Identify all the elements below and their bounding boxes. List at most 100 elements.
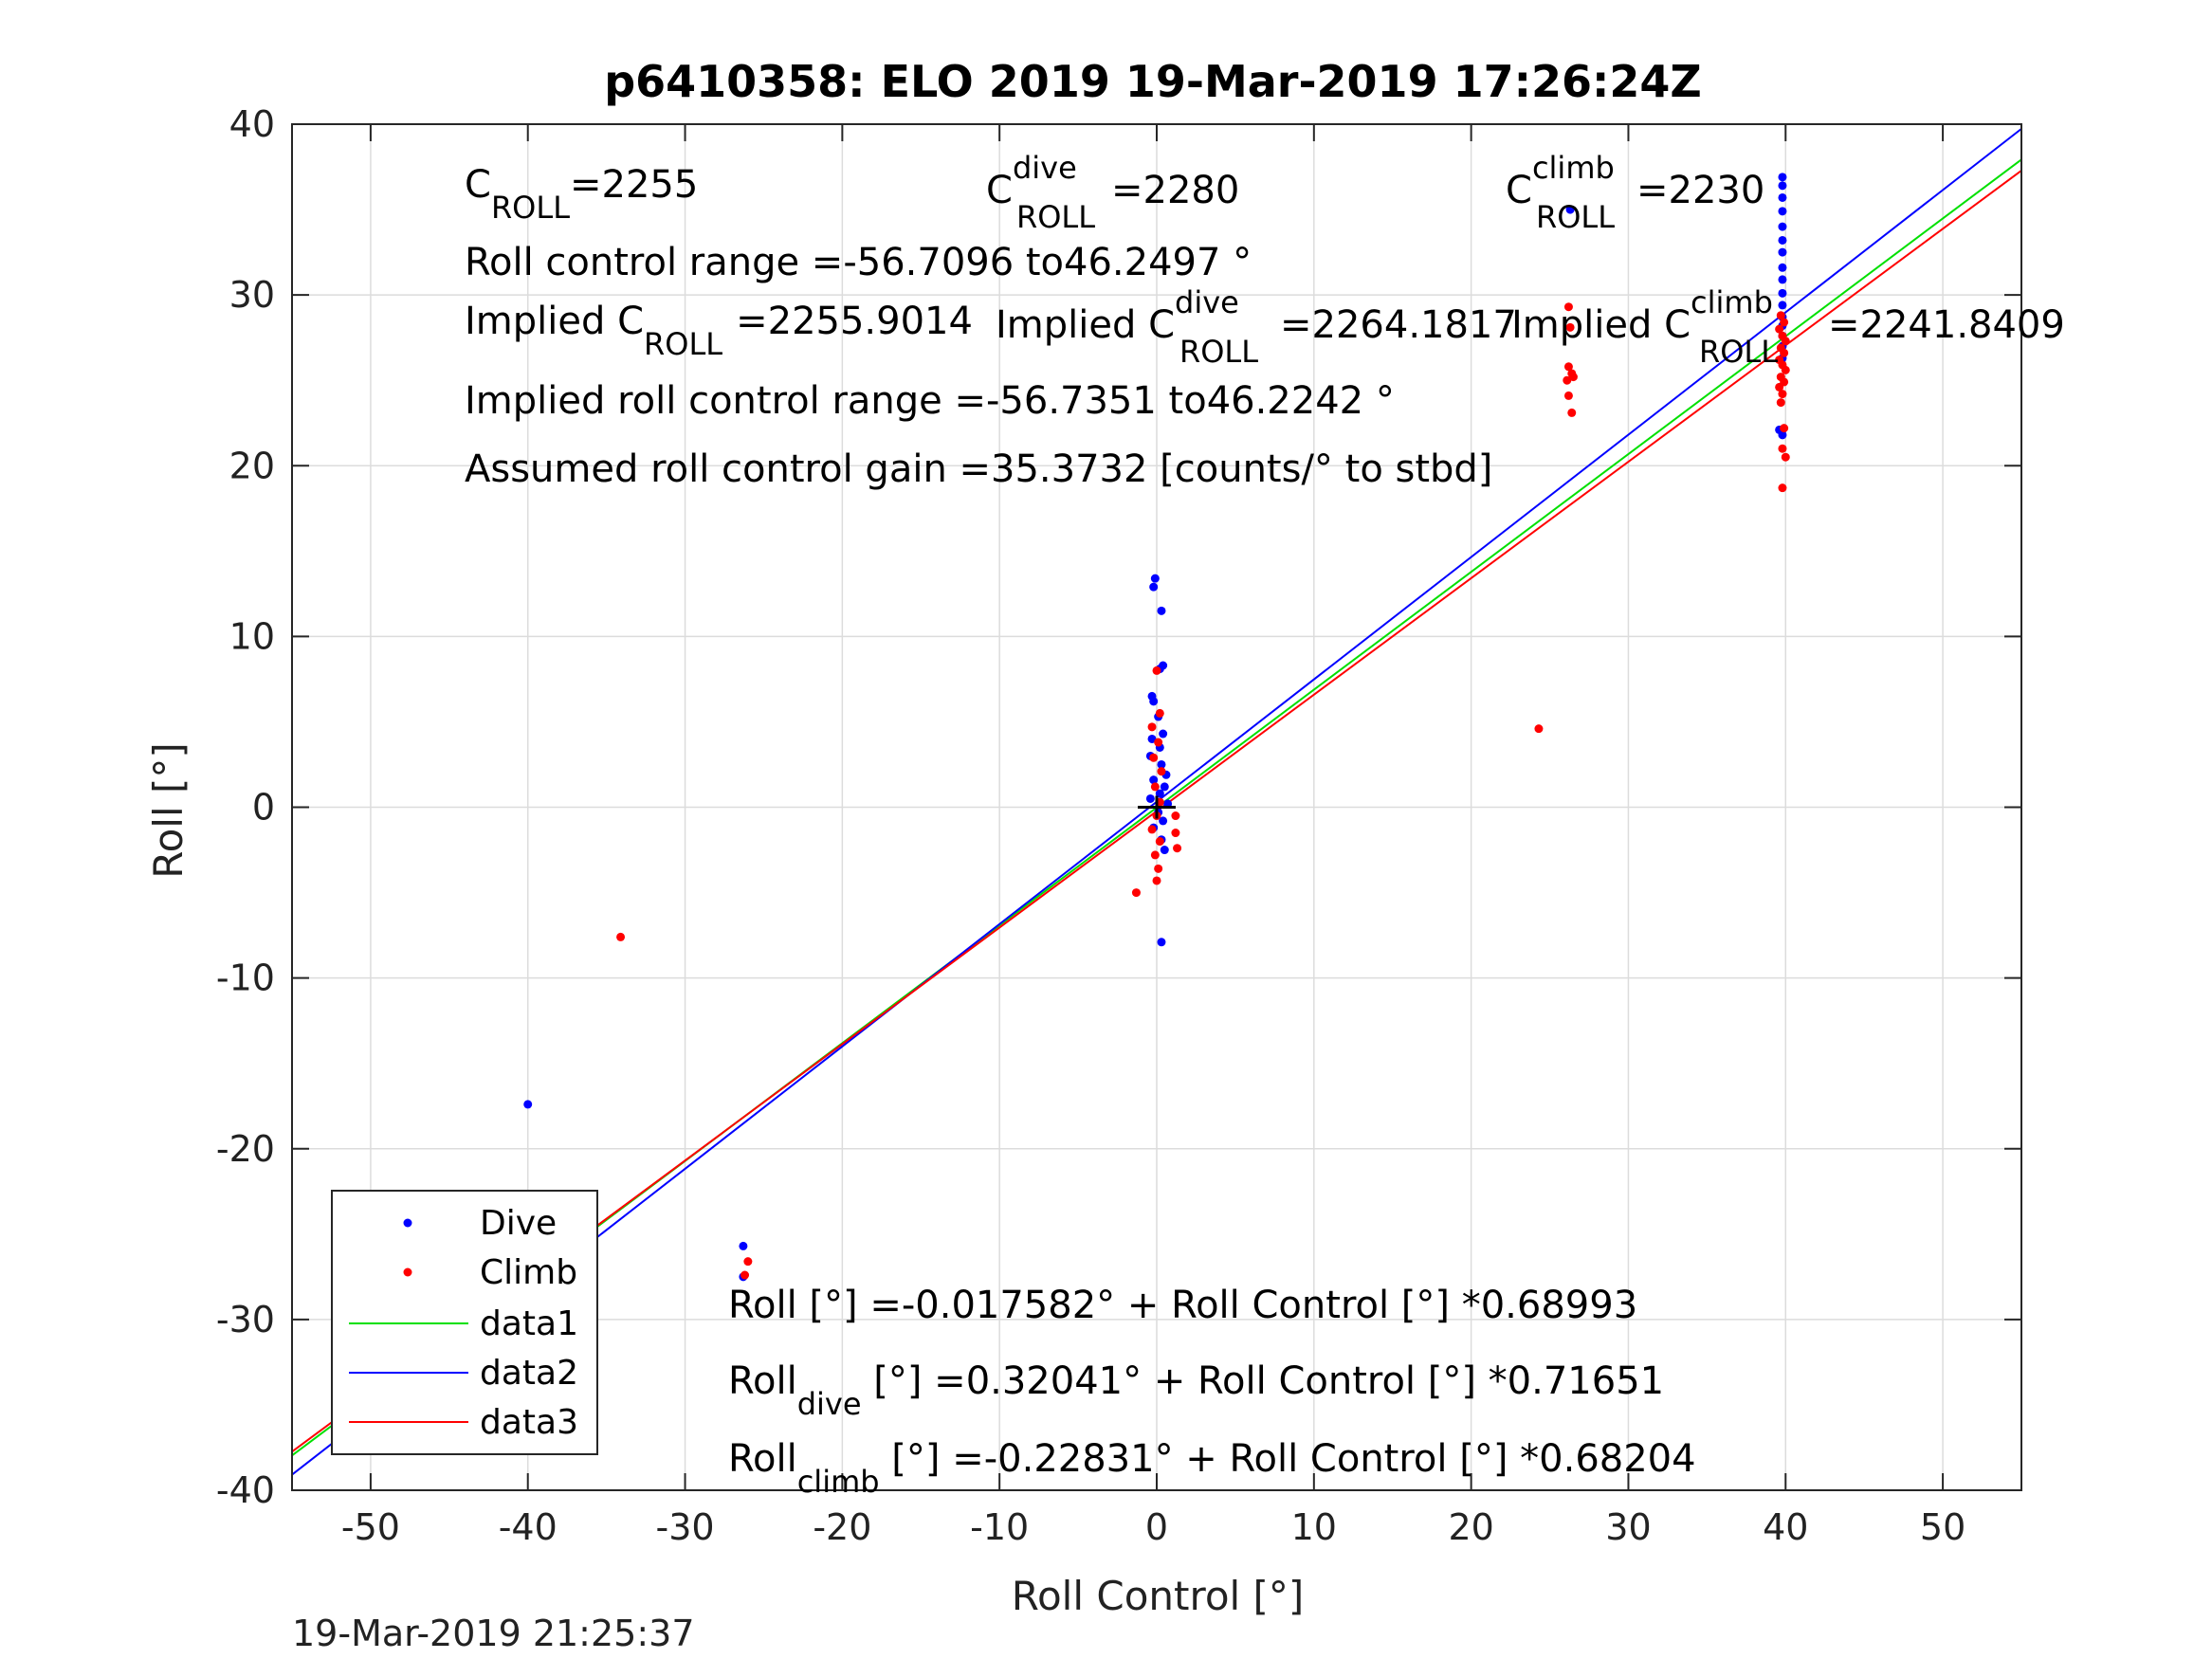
implied-c-roll-climb-annotation: Implied Cclimb ROLL =2241.8409 (1511, 284, 2065, 370)
dive-point (1778, 207, 1787, 216)
dive-point (1160, 782, 1169, 792)
climb-point (1563, 362, 1573, 372)
y-tick-label: 40 (229, 103, 275, 145)
c-roll-value: =2255 (570, 163, 698, 207)
c-roll-climb-annotation: Cclimb ROLL =2230 (1506, 150, 1764, 235)
c-roll-climb-sup: climb (1532, 150, 1615, 186)
implied-c-roll-dive-sub: ROLL (1179, 334, 1258, 370)
climb-point (1781, 337, 1790, 346)
x-tick-label: -50 (341, 1506, 400, 1548)
climb-point (1563, 375, 1572, 385)
x-tick-label: -10 (970, 1506, 1029, 1548)
climb-point (1780, 424, 1789, 433)
climb-point (1780, 318, 1789, 327)
y-axis-label: Roll [°] (145, 742, 192, 878)
dive-point (1778, 275, 1787, 284)
dive-point (1157, 606, 1166, 615)
climb-point (1781, 365, 1790, 374)
climb-point (616, 932, 626, 941)
dive-point (523, 1100, 533, 1109)
climb-point (1131, 888, 1141, 898)
climb-point (1147, 825, 1157, 834)
climb-point (1567, 408, 1577, 417)
axis-ticks (292, 123, 2021, 1491)
implied-c-roll-climb-value: =2241.8409 (1828, 303, 2065, 347)
climb-point (1171, 829, 1180, 838)
climb-point (1154, 738, 1163, 747)
implied-c-roll-dive-value: =2264.1817 (1280, 303, 1517, 347)
implied-c-roll-dive-annotation: Implied Cdive ROLL =2264.1817 (996, 284, 1517, 370)
fit-dive-sub: dive (797, 1386, 862, 1422)
c-roll-annotation: CROLL=2255 (465, 163, 698, 226)
fit-climb-sub: climb (797, 1464, 880, 1500)
implied-c-roll-dive-sup: dive (1175, 284, 1239, 320)
dive-point (1157, 938, 1166, 947)
x-tick-label: 0 (1145, 1506, 1168, 1548)
dive-point (1565, 205, 1575, 214)
climb-point (1775, 324, 1784, 334)
x-tick-label: 50 (1920, 1506, 1965, 1548)
climb-point (1152, 665, 1161, 675)
x-tick-label: 10 (1291, 1506, 1337, 1548)
climb-point (1152, 876, 1161, 885)
y-tick-label: 20 (229, 445, 275, 486)
y-tick-label: 30 (229, 274, 275, 316)
climb-point (1563, 391, 1573, 400)
dive-point (1150, 574, 1160, 583)
plot-frame (291, 123, 2022, 1491)
chart-title: p6410358: ELO 2019 19-Mar-2019 17:26:24Z (604, 56, 1702, 107)
climb-point (1775, 382, 1784, 392)
fit-dive-equation: Rolldive [°] =0.32041° + Roll Control [°… (728, 1359, 1664, 1422)
dive-point (1778, 192, 1787, 202)
climb-point (1147, 722, 1157, 732)
assumed-roll-control-gain: Assumed roll control gain =35.3732 [coun… (465, 447, 1492, 491)
legend-dive-label: Dive (480, 1204, 557, 1243)
y-tick-label: 10 (229, 615, 275, 657)
climb-point (743, 1257, 753, 1267)
dive-point (1145, 793, 1155, 803)
c-roll-sub: ROLL (491, 190, 570, 226)
c-roll-dive-base: C (986, 169, 1013, 212)
climb-point (1778, 483, 1787, 493)
climb-point (1155, 837, 1164, 847)
dive-point (1778, 181, 1787, 191)
legend-climb-label: Climb (480, 1253, 577, 1292)
climb-point (1149, 753, 1159, 762)
dive-point (1149, 697, 1159, 706)
x-tick-label: 20 (1448, 1506, 1493, 1548)
climb-point (1776, 398, 1785, 408)
legend-dive-marker (403, 1218, 412, 1228)
climb-point (1781, 452, 1790, 462)
x-tick-label: 30 (1605, 1506, 1651, 1548)
climb-point (1778, 390, 1787, 399)
climb-point (740, 1270, 750, 1280)
dive-point (1778, 301, 1787, 310)
implied-c-roll-sub: ROLL (644, 326, 722, 362)
annotations: CROLL=2255 Cdive ROLL=2280 Cclimb ROLL=223… (465, 150, 2065, 1500)
climb-point (1565, 322, 1575, 332)
c-roll-base: C (465, 163, 491, 207)
legend-data1-label: data1 (480, 1304, 578, 1343)
climb-point (1154, 864, 1163, 873)
dive-point (1159, 729, 1168, 738)
implied-roll-control-range: Implied roll control range =-56.7351 to4… (465, 379, 1395, 423)
climb-point (1150, 850, 1160, 860)
origin-marker (1138, 795, 1176, 819)
fit-climb-equation: Rollclimb [°] =-0.22831° + Roll Control … (728, 1437, 1696, 1500)
dive-point (1147, 734, 1157, 743)
climb-point (1150, 782, 1160, 792)
dive-point (1778, 247, 1787, 257)
print-timestamp: 19-Mar-2019 21:25:37 (292, 1613, 695, 1654)
c-roll-dive-sup: dive (1013, 150, 1077, 186)
c-roll-dive-value: =2280 (1111, 169, 1239, 212)
legend-climb-marker (403, 1267, 412, 1277)
dive-point (1157, 759, 1166, 769)
climb-point (1534, 724, 1544, 734)
y-tick-label: -30 (216, 1299, 275, 1340)
dive-point (1155, 789, 1164, 798)
c-roll-climb-sub: ROLL (1536, 199, 1615, 235)
dive-point (1778, 430, 1787, 440)
climb-point (1171, 811, 1180, 821)
y-tick-label: 0 (252, 787, 275, 829)
